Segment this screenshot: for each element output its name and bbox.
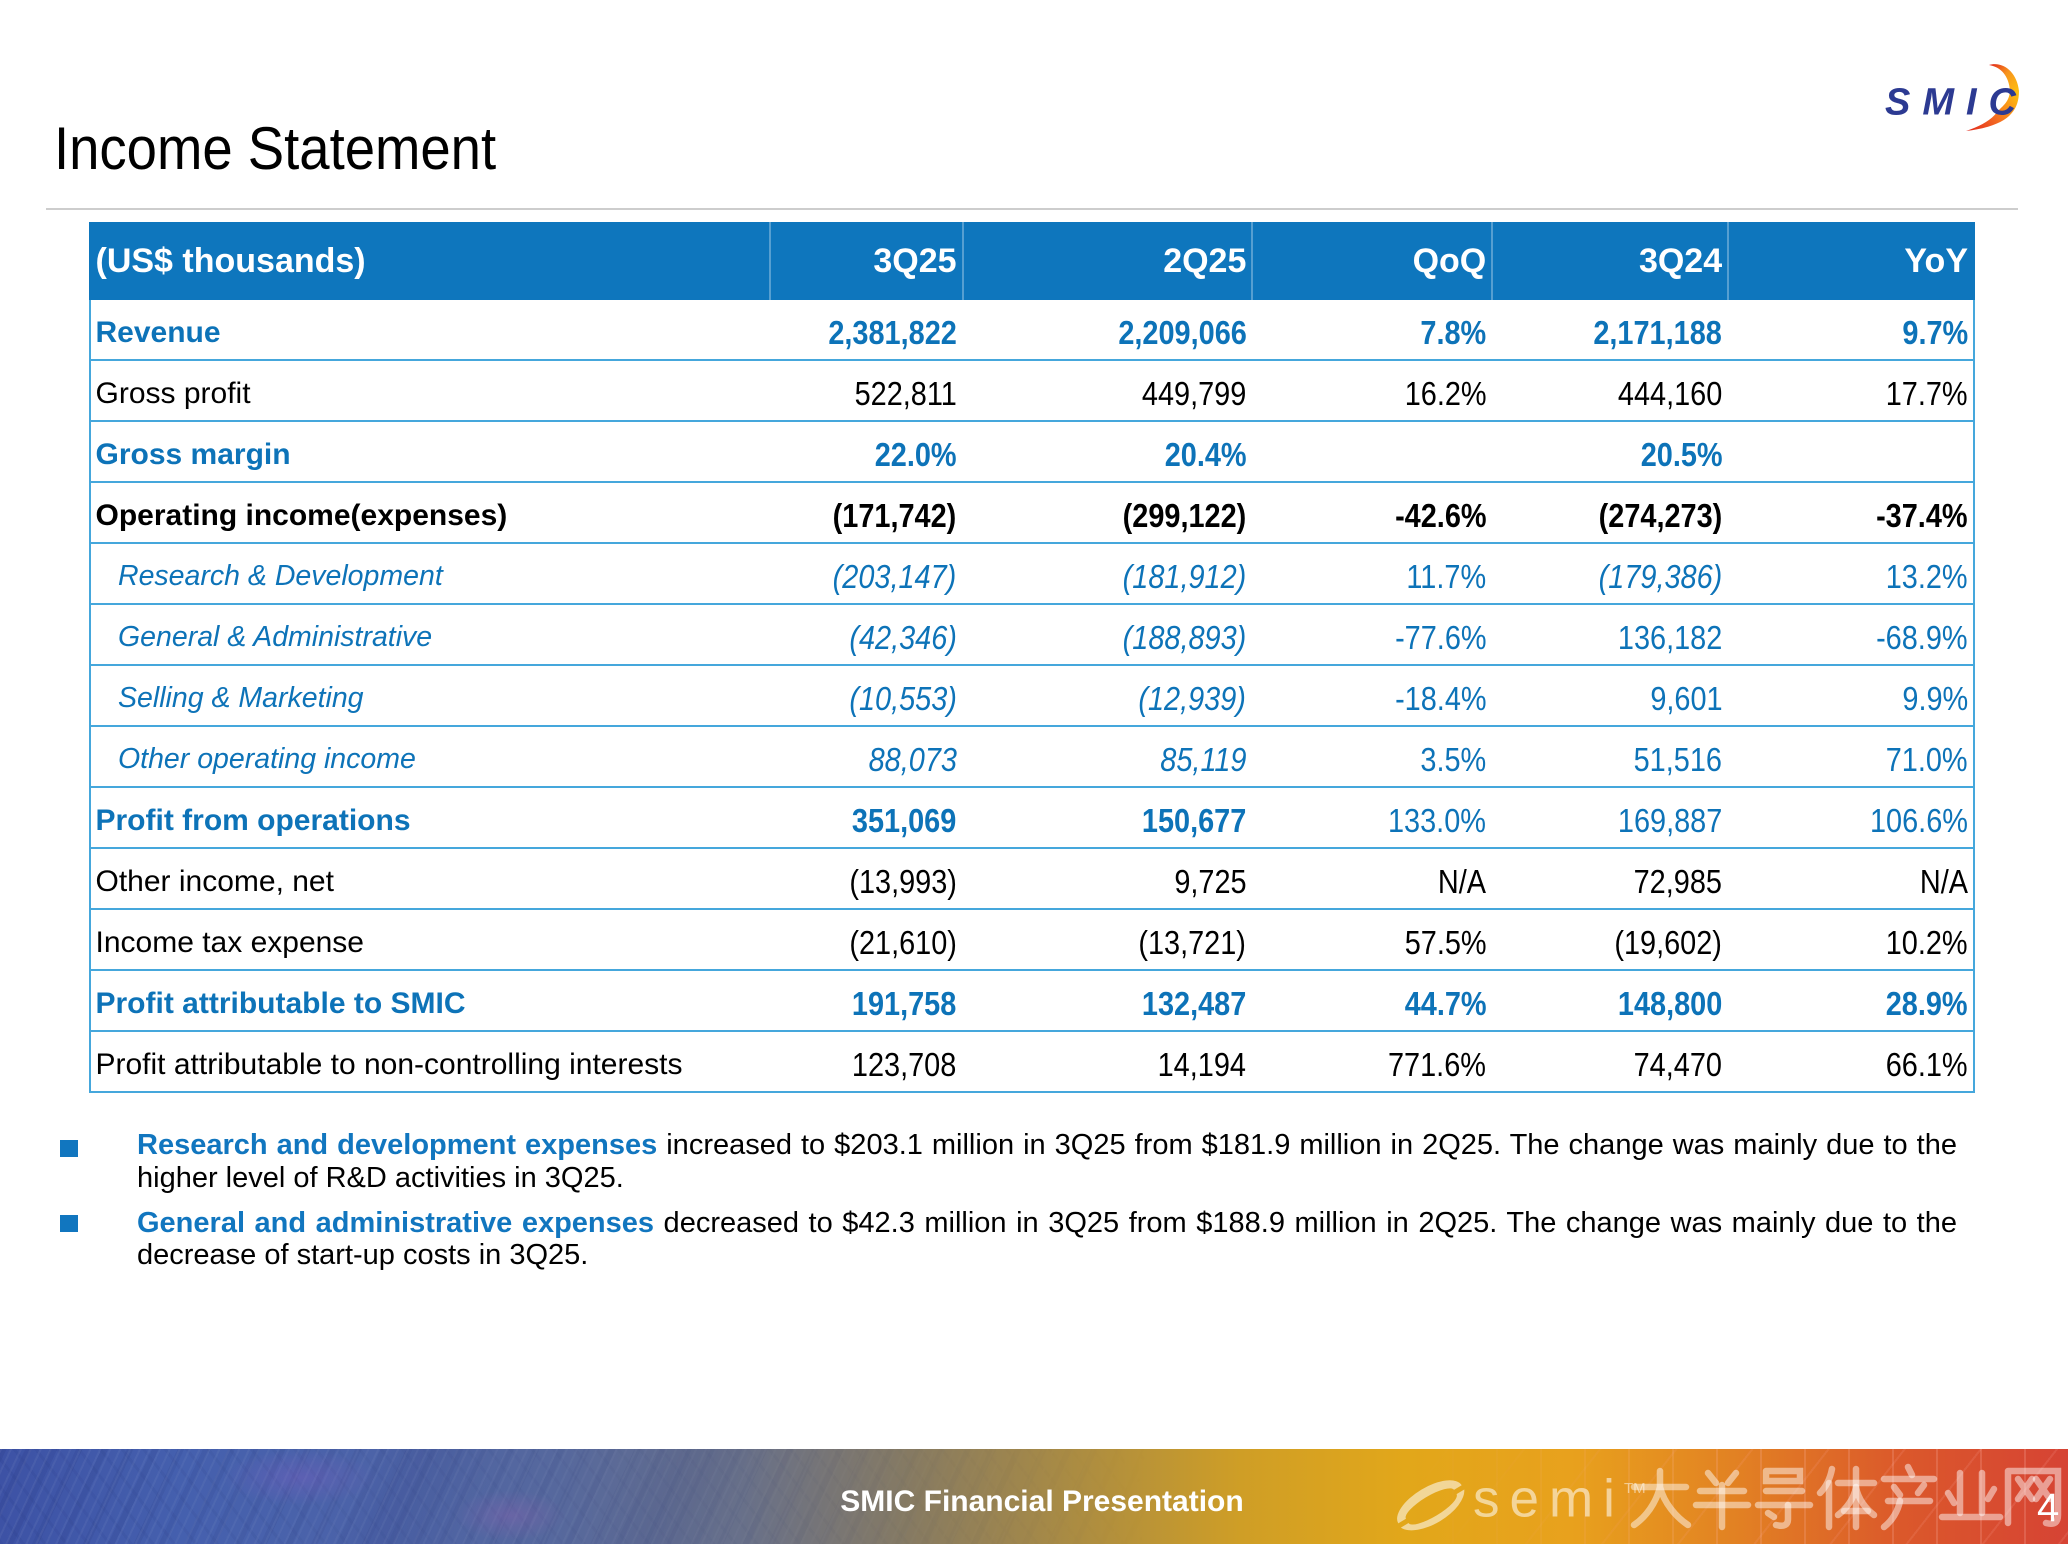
svg-text:SMIC: SMIC xyxy=(1885,82,2028,124)
svg-text:TM: TM xyxy=(1624,1480,1646,1497)
svg-text:semi: semi xyxy=(1473,1470,1625,1529)
